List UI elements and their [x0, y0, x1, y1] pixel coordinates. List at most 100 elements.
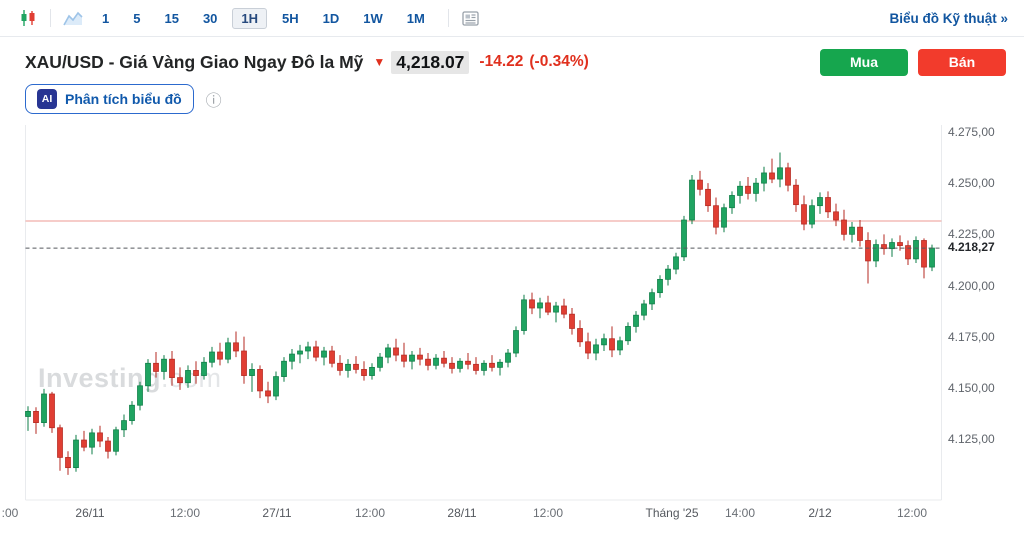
candle — [809, 205, 815, 225]
candle — [73, 439, 79, 469]
timeframe-1m[interactable]: 1M — [406, 10, 425, 26]
timeframe-1h[interactable]: 1H — [232, 7, 268, 29]
candle — [665, 268, 671, 280]
candle — [801, 204, 807, 225]
candle — [585, 341, 591, 354]
candle — [777, 167, 783, 180]
candle — [505, 352, 511, 363]
price-axis-label: 4.150,00 — [948, 380, 995, 395]
candle — [673, 256, 679, 270]
candle — [193, 370, 199, 376]
candle — [753, 182, 759, 194]
candle — [97, 432, 103, 442]
technical-chart-link[interactable]: Biểu đồ Kỹ thuật » — [889, 10, 1008, 26]
candle — [313, 346, 319, 358]
candle — [425, 358, 431, 366]
candle — [233, 342, 239, 352]
candle — [833, 211, 839, 221]
candle — [865, 240, 871, 262]
candle — [689, 179, 695, 221]
candle — [297, 350, 303, 355]
candle — [393, 347, 399, 356]
page-title: XAU/USD - Giá Vàng Giao Ngay Đô la Mỹ — [25, 51, 364, 72]
chart-toolbar: 1 5 15 30 1H 5H 1D 1W 1M Biểu đồ Kỹ thuật » — [0, 0, 1024, 37]
candle — [409, 354, 415, 362]
ai-analysis-row: AI Phân tích biểu đồ ⓘ — [25, 84, 222, 114]
candle — [113, 429, 119, 452]
candlestick-chart[interactable]: Investing.com 4.275,00 4.250,00 4.225,00 4.… — [0, 120, 1024, 538]
candle — [329, 350, 335, 364]
candle — [345, 363, 351, 371]
toolbar-divider — [447, 9, 449, 27]
time-axis-label: 12:00 — [896, 506, 928, 520]
price-axis-label: 4.175,00 — [948, 329, 995, 344]
timeframe-15[interactable]: 15 — [164, 10, 179, 26]
candle — [905, 245, 911, 260]
candle — [273, 376, 279, 397]
candle — [873, 244, 879, 262]
area-chart-type-icon[interactable] — [61, 6, 85, 30]
time-axis-label: Tháng '25 — [645, 506, 699, 520]
candle — [457, 360, 463, 369]
candle — [761, 172, 767, 184]
price-axis-label: 4.200,00 — [948, 278, 995, 293]
timeframe-1[interactable]: 1 — [102, 10, 110, 26]
ai-analyze-chart-button[interactable]: AI Phân tích biểu đồ — [25, 84, 194, 114]
candle — [625, 326, 631, 342]
candle — [385, 347, 391, 358]
timeframe-30[interactable]: 30 — [202, 10, 218, 26]
timeframe-5[interactable]: 5 — [133, 10, 141, 26]
candle — [105, 440, 111, 452]
time-axis-label: 27/11 — [262, 506, 292, 520]
time-axis-label: 26/11 — [75, 506, 105, 520]
candle — [121, 420, 127, 431]
candle — [145, 362, 151, 387]
sell-button[interactable]: Bán — [918, 48, 1006, 76]
timeframe-list: 1 5 15 30 1H 5H 1D 1W 1M — [93, 7, 434, 29]
trade-buttons: Mua Bán — [820, 48, 1006, 76]
time-axis-label: 2/12 — [808, 506, 832, 520]
candle — [513, 330, 519, 354]
candle — [217, 351, 223, 360]
candle — [649, 292, 655, 305]
candle — [577, 328, 583, 343]
candle — [417, 354, 423, 360]
candle — [473, 363, 479, 371]
candle — [321, 350, 327, 358]
candle — [769, 172, 775, 180]
candle — [153, 362, 159, 372]
candle — [281, 360, 287, 377]
candle — [441, 357, 447, 364]
candle — [361, 369, 367, 376]
ai-analyze-chart-label: Phân tích biểu đồ — [65, 91, 182, 107]
candle — [465, 360, 471, 365]
timeframe-1w[interactable]: 1W — [363, 10, 383, 26]
price-change-percent: (-0.34%) — [529, 53, 589, 70]
candle — [537, 302, 543, 309]
news-icon[interactable] — [459, 6, 483, 30]
timeframe-5h[interactable]: 5H — [282, 10, 299, 26]
candle — [81, 439, 87, 448]
candle — [41, 393, 47, 424]
candle — [433, 357, 439, 366]
candle — [209, 351, 215, 363]
price-axis-label: 4.125,00 — [948, 432, 995, 446]
candlestick-chart-type-icon[interactable] — [16, 6, 40, 30]
price-axis-label: 4.275,00 — [948, 125, 995, 139]
time-axis-label: 14:00 — [724, 506, 756, 520]
plot-canvas[interactable] — [0, 120, 1024, 538]
candle — [881, 244, 887, 250]
candle — [681, 219, 687, 258]
candle — [545, 302, 551, 313]
info-icon[interactable]: ⓘ — [205, 93, 222, 110]
time-axis-label: :00 — [1, 506, 19, 520]
candle — [169, 358, 175, 378]
timeframe-1d[interactable]: 1D — [322, 10, 340, 26]
candle — [369, 366, 375, 376]
time-axis-label: 12:00 — [169, 506, 201, 520]
candle — [601, 338, 607, 346]
candle — [705, 188, 711, 207]
candle — [225, 342, 231, 360]
price-axis-label: 4.225,00 — [948, 227, 995, 242]
buy-button[interactable]: Mua — [820, 48, 908, 76]
